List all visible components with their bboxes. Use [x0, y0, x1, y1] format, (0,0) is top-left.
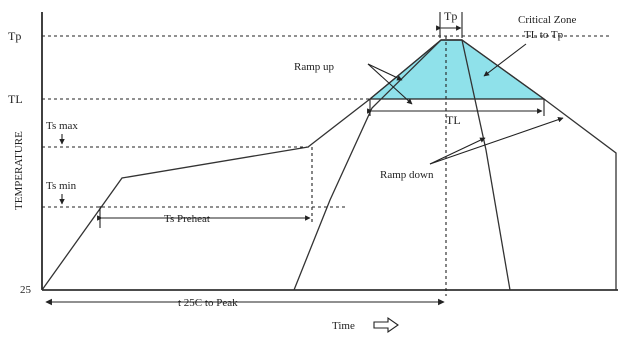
t25-to-peak-label: t 25C to Peak [178, 297, 238, 309]
critical-zone-range: TL to Tp [524, 29, 564, 41]
ts-max-label: Ts max [46, 120, 78, 132]
time-axis-label: Time [332, 320, 355, 332]
ts-min-label: Ts min [46, 180, 77, 192]
tl-axis-label: TL [8, 92, 23, 106]
profile-curve-fast [293, 39, 511, 291]
tp-duration-label: Tp [444, 9, 457, 23]
ramp-up-label: Ramp up [294, 61, 335, 73]
tl-duration-label: TL [446, 113, 461, 127]
y-axis-title: TEMPERATURE [13, 131, 25, 210]
critical-zone-title: Critical Zone [518, 14, 576, 26]
time-arrow-icon [373, 316, 399, 334]
ts-preheat-label: Ts Preheat [164, 213, 210, 225]
base-temp-label: 25 [20, 284, 32, 296]
ramp-up-leader-1 [367, 63, 403, 81]
ramp-up-leader-2 [367, 63, 413, 105]
critical-zone-leader [483, 43, 527, 77]
tp-axis-label: Tp [8, 29, 21, 43]
profile-curve-main [41, 39, 617, 291]
ramp-down-label: Ramp down [380, 169, 434, 181]
ramp-down-leader-1 [429, 137, 486, 165]
ramp-down-leader-2 [429, 117, 564, 165]
